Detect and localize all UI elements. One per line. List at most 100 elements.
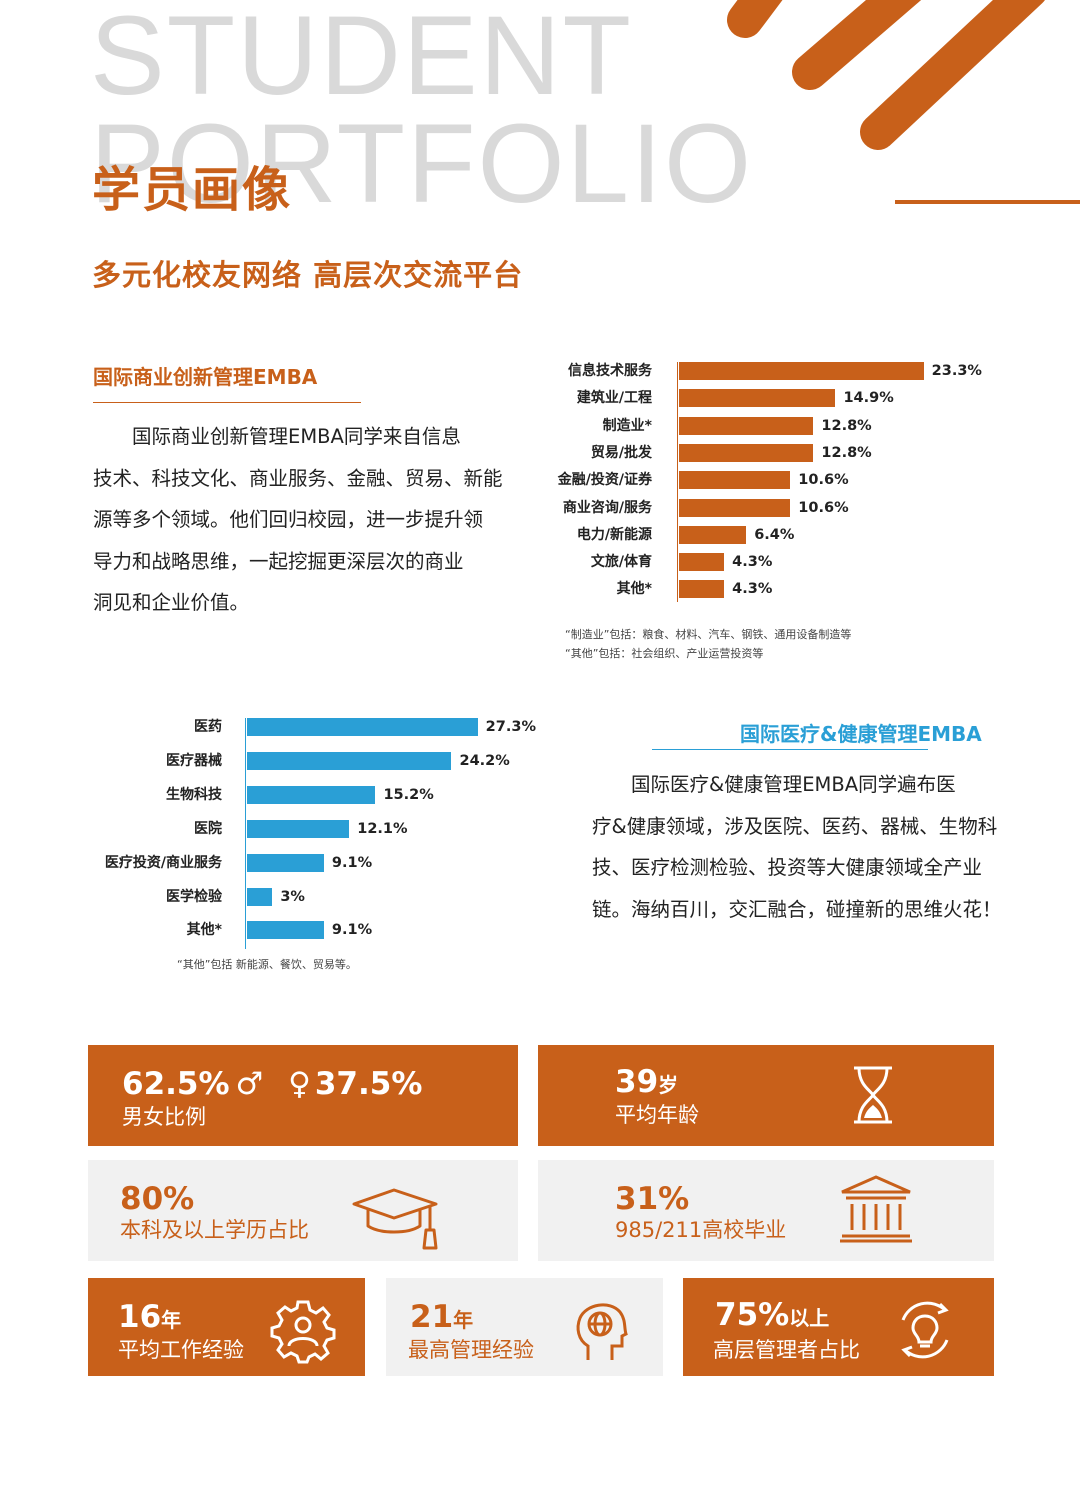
bar-category-label: 制造业* [602, 417, 652, 434]
bar-value-label: 12.1% [357, 820, 408, 837]
bar [247, 921, 324, 940]
stat-value: 39 [615, 1064, 659, 1100]
bar-category-label: 文旅/体育 [590, 554, 652, 571]
stat-label: 平均年龄 [615, 1103, 699, 1127]
bar-category-label: 其他* [616, 581, 652, 598]
bar [247, 819, 350, 838]
paragraph-line: 源等多个领域。他们回归校园，进一步提升领 [93, 508, 484, 531]
stat-value: 75% [715, 1297, 790, 1333]
paragraph-line: 技术、科技文化、商业服务、金融、贸易、新能 [93, 466, 503, 490]
stat-card-gender: 62.5% ♂ ♀ 37.5% 男女比例 [88, 1045, 518, 1146]
paragraph-line: 链。海纳百川，交汇融合，碰撞新的思维火花！ [592, 897, 1002, 921]
bar-category-label: 电力/新能源 [576, 526, 652, 543]
bar-value-label: 14.9% [843, 390, 894, 407]
stat-card-senior-managers: 75%以上 高层管理者占比 [683, 1278, 994, 1376]
stat-unit: 以上 [789, 1306, 830, 1330]
paragraph-line: 导力和战略思维，一起挖掘更深层次的商业 [93, 549, 464, 573]
industry-bar-chart-health: 医药 27.3% 医疗器械 24.2% 生物科技 15.2% 医院 12.1% 医疗投资/商业服… [90, 718, 560, 950]
section-title-health-emba: 国际医疗&健康管理EMBA [740, 722, 982, 746]
bar [679, 498, 791, 517]
stat-label: 平均工作经验 [118, 1338, 244, 1362]
chart-note: “其他”包括：社会组织、产业运营投资等 [565, 647, 764, 660]
paragraph-line: 国际商业创新管理EMBA同学来自信息 [93, 425, 461, 448]
stat-label: 985/211高校毕业 [615, 1218, 787, 1242]
bar-value-label: 3% [280, 888, 305, 905]
header-rule [895, 200, 1080, 204]
paragraph-line: 技、医疗检测检验、投资等大健康领域全产业 [592, 856, 983, 879]
stat-label: 本科及以上学历占比 [120, 1218, 309, 1242]
bar-value-label: 4.3% [732, 554, 773, 571]
paragraph-line: 洞见和企业价值。 [93, 591, 250, 614]
bar [679, 389, 836, 408]
bar-value-label: 12.8% [821, 444, 872, 461]
bar [247, 785, 376, 804]
industry-bar-chart-business: 信息技术服务 23.3% 建筑业/工程 14.9% 制造业* 12.8% 贸易/批发 12.8… [540, 362, 982, 612]
stat-unit: 年 [161, 1308, 182, 1332]
bar-value-label: 9.1% [331, 922, 373, 939]
bar-value-label: 15.2% [383, 786, 434, 803]
bar [247, 751, 452, 770]
section-rule-health [652, 749, 928, 750]
bar-category-label: 贸易/批发 [590, 444, 652, 461]
bar-value-label: 12.8% [821, 417, 872, 434]
section-title-business-emba: 国际商业创新管理EMBA [93, 365, 318, 389]
bar-category-label: 信息技术服务 [568, 363, 652, 379]
stat-value: 80% [120, 1181, 195, 1217]
bar [679, 471, 791, 490]
university-building-icon [840, 1175, 912, 1243]
female-icon: ♀ [288, 1066, 311, 1102]
bar-category-label: 医学检验 [166, 888, 222, 905]
stat-unit: 岁 [658, 1073, 679, 1097]
stat-card-work-experience: 16年 平均工作经验 [88, 1278, 365, 1376]
health-emba-paragraph: 国际医疗&健康管理EMBA同学遍布医 疗&健康领域，涉及医院、医药、器械、生物科… [592, 764, 1012, 930]
bar-value-label: 24.2% [459, 752, 510, 769]
male-icon: ♂ [235, 1066, 264, 1102]
female-percent: 37.5% [314, 1066, 423, 1102]
bar-category-label: 医院 [194, 820, 222, 837]
bar-value-label: 9.1% [331, 854, 373, 871]
bar [679, 362, 924, 380]
section-rule-business [93, 402, 361, 403]
gear-person-icon [270, 1300, 336, 1364]
bar-value-label: 10.6% [798, 472, 849, 489]
bar-category-label: 医疗器械 [166, 752, 222, 769]
stat-label: 男女比例 [122, 1105, 206, 1129]
bar [679, 553, 725, 572]
bar-category-label: 生物科技 [166, 786, 222, 803]
paragraph-line: 疗&健康领域，涉及医院、医药、器械、生物科 [592, 814, 998, 838]
bar-value-label: 10.6% [798, 499, 849, 516]
chart-note: “其他”包括 新能源、餐饮、贸易等。 [177, 958, 357, 971]
bar-category-label: 医疗投资/商业服务 [104, 854, 222, 871]
chart-axis [677, 362, 678, 602]
bar [247, 718, 478, 736]
stat-label: 高层管理者占比 [713, 1338, 860, 1362]
page-title: 学员画像 [92, 162, 293, 218]
background-word-student: STUDENT [90, 0, 633, 118]
bar-value-label: 27.3% [485, 719, 536, 735]
hourglass-icon [854, 1066, 892, 1124]
head-globe-icon [576, 1303, 628, 1360]
bar-value-label: 6.4% [754, 526, 795, 543]
stat-card-age: 39岁 平均年龄 [538, 1045, 994, 1146]
bar [679, 525, 747, 544]
decorative-stripes [727, 0, 1045, 150]
business-emba-paragraph: 国际商业创新管理EMBA同学来自信息 技术、科技文化、商业服务、金融、贸易、新能… [93, 416, 513, 624]
page-subtitle: 多元化校友网络 高层次交流平台 [92, 258, 524, 292]
stat-value: 21 [410, 1299, 454, 1335]
bar-category-label: 建筑业/工程 [576, 390, 652, 407]
stat-card-degree: 80% 本科及以上学历占比 [88, 1160, 518, 1261]
chart-axis [245, 718, 246, 950]
stat-label: 最高管理经验 [408, 1338, 534, 1362]
bar [679, 416, 814, 435]
paragraph-line: 国际医疗&健康管理EMBA同学遍布医 [592, 773, 956, 796]
bar [247, 887, 273, 906]
male-percent: 62.5% [122, 1066, 230, 1102]
bar-category-label: 医药 [194, 719, 222, 735]
bar [247, 853, 324, 872]
bar-category-label: 其他* [186, 922, 222, 939]
graduation-cap-icon [352, 1188, 438, 1250]
stat-unit: 年 [453, 1308, 474, 1332]
stat-value: 31% [615, 1181, 690, 1217]
background-word-portfolio: PORTFOLIO [90, 101, 754, 226]
stat-card-university: 31% 985/211高校毕业 [538, 1160, 994, 1261]
